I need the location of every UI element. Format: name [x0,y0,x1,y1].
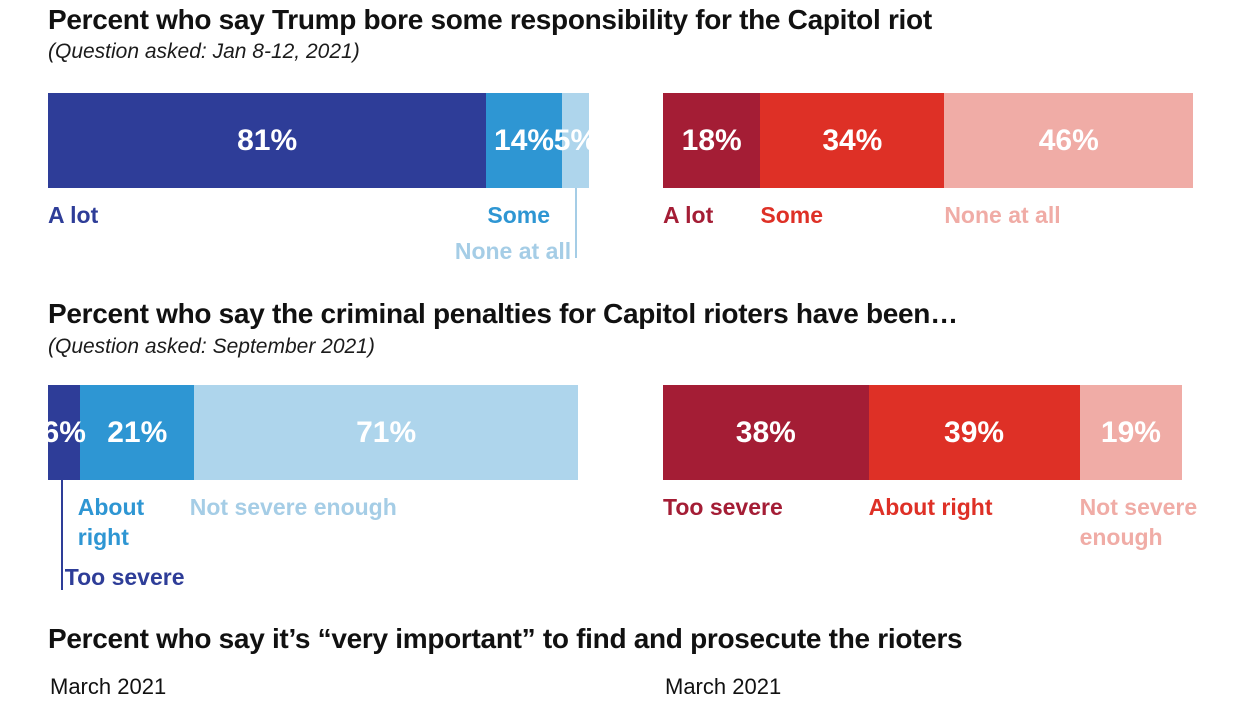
segment-value: 21% [107,415,168,449]
segment-value: 38% [735,415,796,449]
bar-label-zone: A lot Some None at all [663,188,1204,313]
stacked-bar: 38% 39% 19% [663,385,1204,480]
bar-segment-too-severe: 6% [43,385,86,480]
segment-value: 34% [822,123,883,157]
segment-value: 81% [237,123,298,157]
segment-value: 46% [1038,123,1099,157]
segment-value: 5% [553,123,598,157]
section2-subtitle: (Question asked: September 2021) [48,335,375,358]
bar-segment-some: 14% [486,93,562,188]
bar-segment-about-right: 39% [868,385,1080,480]
segment-label-not-severe-enough: Not severe enough [189,494,397,520]
bar-segment-none-at-all: 46% [944,93,1194,188]
bar-label-zone: A lot Some None at all [48,188,589,313]
section3-date-label-right: March 2021 [665,674,782,699]
segment-label-too-severe: Too severe [663,494,783,520]
segment-label-some: Some [487,202,551,228]
stacked-bar: 6% 21% 71% [43,385,589,480]
tick-line-none-at-all [575,188,578,258]
segment-value: 71% [356,415,417,449]
segment-value: 19% [1100,415,1161,449]
segment-label-none-at-all: None at all [454,238,572,264]
stacked-bar: 81% 14% 5% [48,93,597,188]
section3-date-label-left: March 2021 [50,674,167,699]
tick-line-too-severe [61,480,64,590]
bar-label-zone: Too severe About right Not severe enough [663,480,1204,605]
section1-stacked-bar-right: 18% 34% 46% A lot Some None at all [663,93,1204,228]
bar-segment-none-at-all: 5% [554,93,597,188]
bar-label-zone: Too severe About right Not severe enough [48,480,589,605]
bar-segment-too-severe: 38% [663,385,869,480]
segment-label-about-right: About right [868,494,993,520]
segment-label-too-severe: Too severe [64,564,185,590]
bar-segment-a-lot: 81% [48,93,487,188]
segment-label-some: Some [760,202,824,228]
bar-segment-a-lot: 18% [663,93,761,188]
segment-value: 14% [494,123,555,157]
bar-segment-not-severe-enough: 71% [194,385,579,480]
segment-label-none-at-all: None at all [944,202,1061,228]
segment-value: 6% [42,415,86,449]
segment-label-a-lot: A lot [48,202,99,228]
section1-subtitle: (Question asked: Jan 8-12, 2021) [48,40,360,63]
section3-title: Percent who say it’s “very important” to… [48,623,963,654]
segment-value: 18% [681,123,742,157]
bar-segment-some: 34% [760,93,945,188]
segment-label-a-lot: A lot [663,202,714,228]
segment-value: 39% [944,415,1005,449]
segment-label-about-right: About right [77,494,145,550]
section1-stacked-bar-left: 81% 14% 5% A lot Some None at all [48,93,597,264]
stacked-bar: 18% 34% 46% [663,93,1204,188]
section1-title: Percent who say Trump bore some responsi… [48,4,932,35]
segment-label-not-severe-enough: Not severe enough [1079,494,1198,550]
bar-segment-not-severe-enough: 19% [1079,385,1183,480]
bar-segment-about-right: 21% [80,385,195,480]
section2-stacked-bar-left: 6% 21% 71% Too severe About right Not severe … [43,385,589,590]
section2-title: Percent who say the criminal penalties f… [48,298,958,329]
section2-stacked-bar-right: 38% 39% 19% Too severe About right Not severe… [663,385,1204,550]
